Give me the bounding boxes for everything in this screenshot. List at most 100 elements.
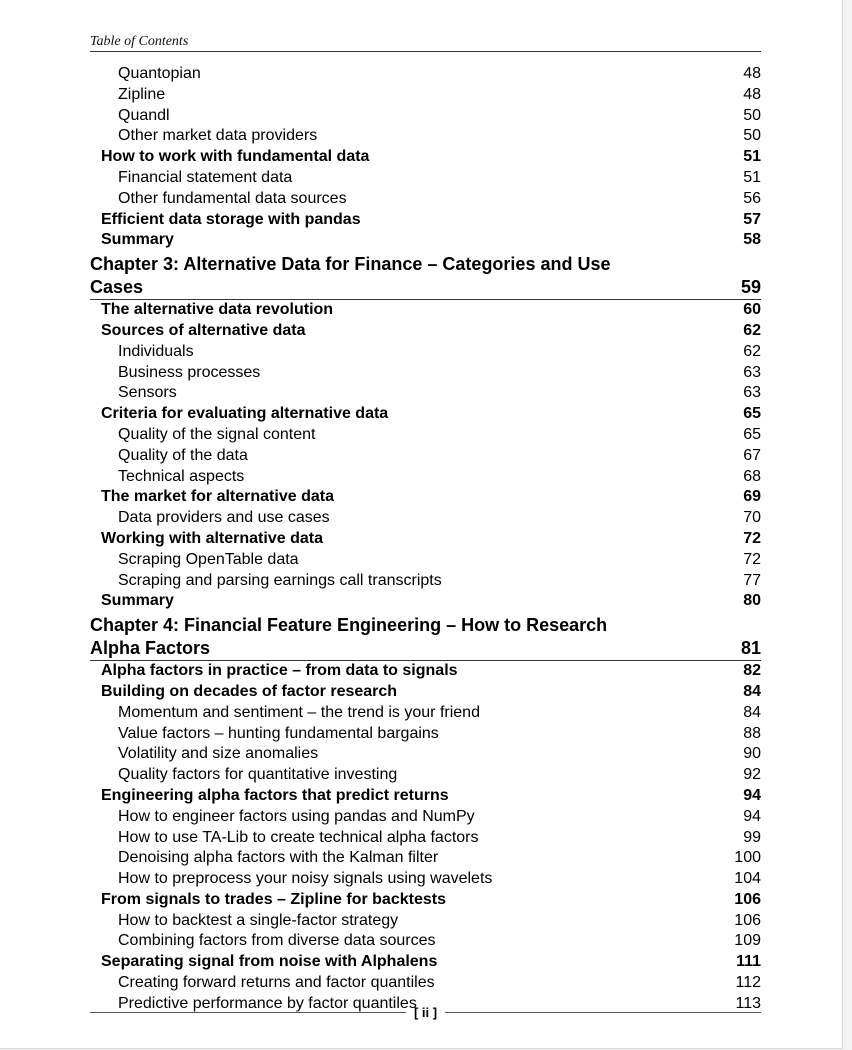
toc-entry-title: Other market data providers [118, 127, 318, 145]
toc-entry-title: Engineering alpha factors that predict r… [101, 786, 449, 804]
toc-entry-title: Momentum and sentiment – the trend is yo… [118, 703, 480, 721]
toc-entry-page: 60 [743, 301, 761, 319]
toc-entry-page: 72 [743, 550, 761, 568]
toc-entry-page: 62 [743, 321, 761, 339]
toc-section[interactable]: How to work with fundamental data 51 [90, 147, 761, 168]
toc-entry-page: 94 [743, 786, 761, 804]
page-footer: [ ii ] [90, 1005, 762, 1020]
toc-entry-title: Business processes [118, 363, 261, 381]
toc-subsection[interactable]: Scraping and parsing earnings call trans… [90, 571, 761, 592]
toc-entry-title: Quality of the data [118, 446, 248, 464]
toc-subsection[interactable]: How to engineer factors using pandas and… [90, 807, 761, 828]
toc-chapter[interactable]: Chapter 4: Financial Feature Engineering… [90, 614, 761, 662]
toc-subsection[interactable]: Financial statement data 51 [90, 168, 761, 189]
toc-subsection[interactable]: Business processes 63 [90, 363, 761, 384]
toc-entry-title: Sources of alternative data [101, 321, 306, 339]
toc-subsection[interactable]: Quality factors for quantitative investi… [90, 765, 761, 786]
toc-subsection[interactable]: Quality of the data 67 [90, 446, 761, 467]
toc-entry-page: 106 [734, 890, 761, 908]
toc-entry-page: 56 [743, 189, 761, 207]
toc-entry-title: How to preprocess your noisy signals usi… [118, 870, 493, 888]
toc-subsection[interactable]: Combining factors from diverse data sour… [90, 931, 761, 952]
toc-entry-title: Individuals [118, 342, 194, 360]
toc-entry-title: The market for alternative data [101, 488, 334, 506]
toc-entry-title: Summary [101, 231, 174, 249]
toc-entry-page: 50 [743, 106, 761, 124]
toc-entry-title: Zipline [118, 85, 166, 103]
toc-entry-page: 112 [735, 974, 761, 992]
toc-entry-page: 104 [734, 870, 761, 888]
running-header: Table of Contents [90, 33, 761, 52]
toc-entry-title: How to backtest a single-factor strategy [118, 911, 399, 929]
toc-entry-page: 81 [740, 638, 761, 659]
toc-section[interactable]: Building on decades of factor research 84 [90, 682, 761, 703]
toc-section[interactable]: Sources of alternative data 62 [90, 321, 761, 342]
toc-entry-page: 67 [743, 446, 761, 464]
toc-entry-title: Criteria for evaluating alternative data [101, 405, 389, 423]
toc-entry-page: 88 [743, 724, 761, 742]
toc-subsection[interactable]: Individuals 62 [90, 342, 761, 363]
toc-entry-title: Value factors – hunting fundamental barg… [118, 724, 439, 742]
toc-entry-title: Quality of the signal content [118, 425, 316, 443]
toc-subsection[interactable]: Denoising alpha factors with the Kalman … [90, 848, 761, 869]
toc-subsection[interactable]: Zipline 48 [90, 85, 761, 106]
toc-entry-page: 94 [743, 807, 761, 825]
toc-entry-page: 82 [743, 662, 761, 680]
toc-entry-title: Quandl [118, 106, 170, 124]
toc-entry-title: Quantopian [118, 65, 201, 82]
toc-entry-title: Scraping and parsing earnings call trans… [118, 571, 442, 589]
toc-section[interactable]: Alpha factors in practice – from data to… [90, 661, 761, 682]
toc-subsection[interactable]: How to preprocess your noisy signals usi… [90, 869, 761, 890]
toc-entry-title: Summary [101, 592, 174, 610]
toc-section[interactable]: Engineering alpha factors that predict r… [90, 786, 761, 807]
toc-entry-page: 68 [743, 467, 761, 485]
toc-subsection[interactable]: Data providers and use cases 70 [90, 508, 761, 529]
toc-section[interactable]: The alternative data revolution 60 [90, 300, 761, 321]
toc-subsection[interactable]: How to use TA-Lib to create technical al… [90, 828, 761, 849]
toc-entry-page: 65 [743, 405, 761, 423]
toc-entry-page: 50 [743, 127, 761, 145]
toc-entry-title: Working with alternative data [101, 529, 323, 547]
toc-subsection[interactable]: Other fundamental data sources 56 [90, 189, 761, 210]
toc-section[interactable]: Criteria for evaluating alternative data… [90, 404, 761, 425]
toc-entry-title: How to engineer factors using pandas and… [118, 807, 475, 825]
toc-subsection[interactable]: Quandl 50 [90, 106, 761, 127]
toc-section[interactable]: Separating signal from noise with Alphal… [90, 952, 761, 973]
toc-entry-page: 111 [736, 953, 761, 971]
toc-entry-page: 63 [743, 363, 761, 381]
page-number: [ ii ] [413, 1005, 438, 1020]
toc-chapter[interactable]: Chapter 3: Alternative Data for Finance … [90, 253, 761, 301]
toc-subsection[interactable]: Predictive performance by factor quantil… [90, 994, 761, 1015]
toc-entry-title: Chapter 4: Financial Feature Engineering… [90, 615, 608, 659]
toc-subsection[interactable]: Sensors 63 [90, 383, 761, 404]
toc-subsection[interactable]: Technical aspects 68 [90, 467, 761, 488]
toc-section[interactable]: Working with alternative data 72 [90, 529, 761, 550]
toc-entry-page: 57 [743, 210, 761, 228]
toc-section[interactable]: Summary 58 [90, 230, 761, 251]
toc-section[interactable]: The market for alternative data 69 [90, 487, 761, 508]
toc-subsection[interactable]: Volatility and size anomalies 90 [90, 744, 761, 765]
toc-subsection[interactable]: How to backtest a single-factor strategy… [90, 911, 761, 932]
table-of-contents: Quantopian 48 Zipline 48 Quandl 50 Other marke… [90, 64, 761, 1015]
toc-entry-page: 51 [743, 168, 761, 186]
toc-section[interactable]: Summary 80 [90, 591, 761, 612]
toc-entry-page: 70 [743, 509, 761, 527]
toc-entry-title: Combining factors from diverse data sour… [118, 932, 436, 950]
toc-subsection[interactable]: Other market data providers 50 [90, 126, 761, 147]
toc-entry-title: Technical aspects [118, 467, 245, 485]
toc-subsection[interactable]: Creating forward returns and factor quan… [90, 973, 761, 994]
toc-subsection[interactable]: Quantopian 48 [90, 64, 761, 85]
toc-subsection[interactable]: Momentum and sentiment – the trend is yo… [90, 703, 761, 724]
toc-section[interactable]: From signals to trades – Zipline for bac… [90, 890, 761, 911]
toc-entry-page: 100 [734, 849, 761, 867]
toc-section[interactable]: Efficient data storage with pandas 57 [90, 210, 761, 231]
toc-entry-page: 106 [734, 911, 761, 929]
toc-entry-page: 84 [743, 682, 761, 700]
toc-entry-title: Efficient data storage with pandas [101, 210, 361, 228]
toc-subsection[interactable]: Scraping OpenTable data 72 [90, 550, 761, 571]
toc-entry-title: Creating forward returns and factor quan… [118, 974, 435, 992]
toc-entry-page: 84 [743, 703, 761, 721]
toc-subsection[interactable]: Value factors – hunting fundamental barg… [90, 724, 761, 745]
toc-subsection[interactable]: Quality of the signal content 65 [90, 425, 761, 446]
